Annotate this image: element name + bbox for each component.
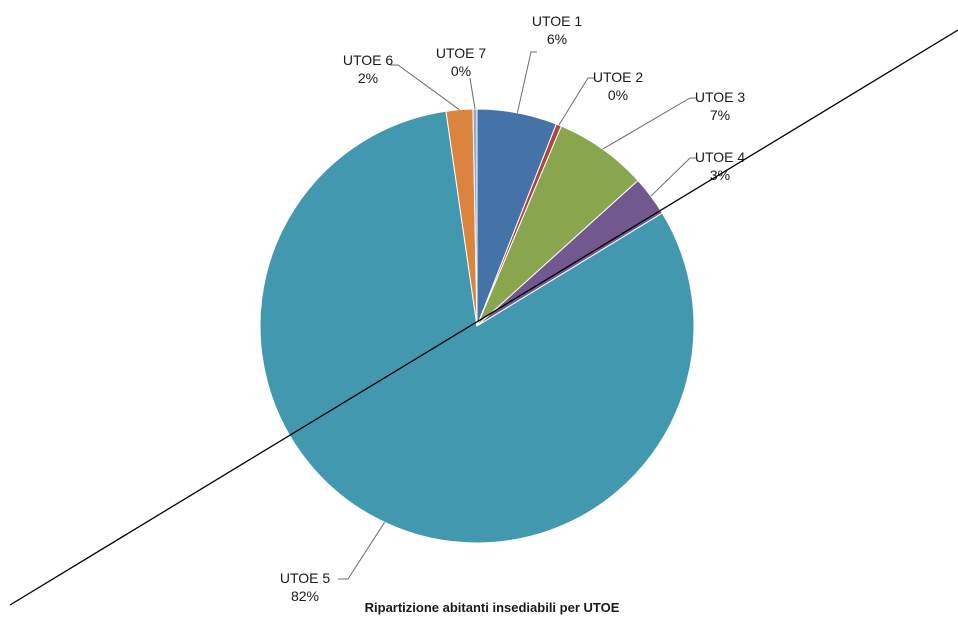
leader-line — [602, 97, 696, 150]
leader-line — [469, 77, 476, 110]
slice-value-label: 82% — [291, 588, 319, 604]
leader-lines — [338, 51, 696, 580]
slice-category-label: UTOE 1 — [532, 13, 583, 29]
slice-value-label: 0% — [451, 63, 471, 79]
pie-slice-utoe-7 — [472, 108, 478, 327]
pie-slice-utoe-5 — [259, 110, 695, 544]
slice-category-label: UTOE 6 — [343, 52, 394, 68]
leader-line — [338, 522, 386, 580]
slice-category-label: UTOE 4 — [695, 149, 746, 165]
leader-line — [558, 77, 594, 126]
slice-value-label: 7% — [710, 107, 730, 123]
slice-category-label: UTOE 7 — [436, 45, 487, 61]
leader-line — [390, 64, 460, 111]
slice-value-label: 6% — [547, 31, 567, 47]
diagonal-line — [9, 29, 958, 606]
slice-category-label: UTOE 2 — [593, 69, 644, 85]
leader-line — [650, 157, 696, 197]
slice-category-label: UTOE 5 — [280, 570, 331, 586]
pie-slices — [259, 108, 695, 544]
slice-value-label: 2% — [358, 70, 378, 86]
slice-labels: UTOE 16%UTOE 20%UTOE 37%UTOE 43%UTOE 582… — [280, 13, 746, 604]
slice-category-label: UTOE 3 — [695, 89, 746, 105]
chart-title: Ripartizione abitanti insediabili per UT… — [365, 600, 620, 615]
slice-value-label: 0% — [608, 87, 628, 103]
leader-line — [516, 51, 537, 113]
